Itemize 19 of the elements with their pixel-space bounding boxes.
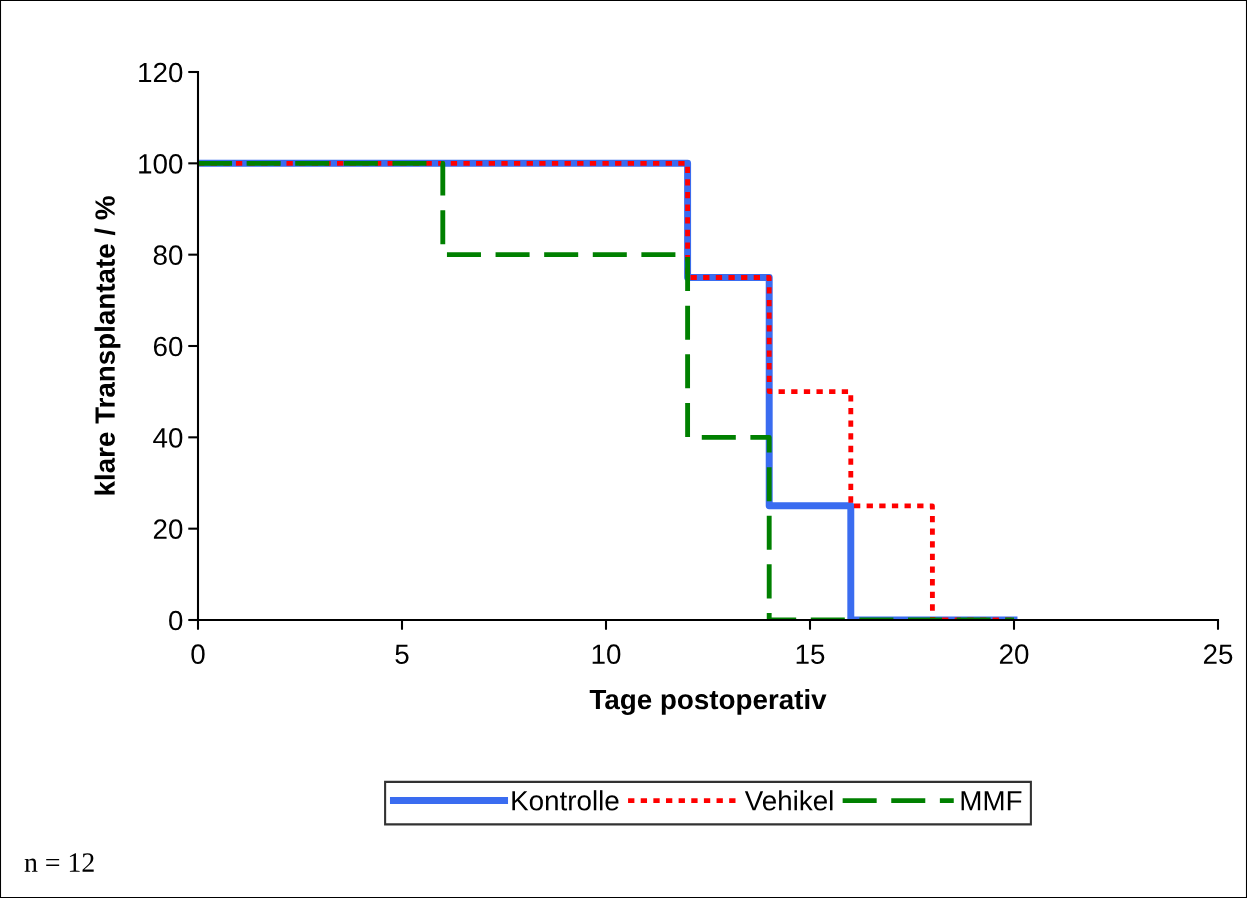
legend-label: Vehikel bbox=[744, 790, 833, 811]
legend-label: Kontrolle bbox=[512, 790, 619, 811]
text: n = 12 bbox=[24, 853, 94, 872]
y-tick-label: 0 bbox=[169, 610, 183, 631]
y-tick-label: 40 bbox=[153, 428, 183, 448]
y-tick-label: 80 bbox=[153, 245, 183, 266]
x-tick-label: 5 bbox=[395, 644, 409, 665]
x-tick-label: 25 bbox=[1203, 644, 1233, 665]
x-tick-label: 15 bbox=[796, 644, 825, 665]
y-tick-label: 100 bbox=[139, 154, 183, 174]
y-tick-label: 120 bbox=[139, 62, 183, 83]
legend-label: MMF bbox=[961, 791, 1022, 811]
x-tick-label: 0 bbox=[191, 644, 205, 665]
x-tick-label: 20 bbox=[999, 644, 1029, 665]
x-tick-label: 10 bbox=[592, 644, 621, 665]
y-axis-title: klare Transplantate / % bbox=[94, 196, 121, 495]
y-tick-label: 60 bbox=[153, 336, 183, 357]
y-tick-label: 20 bbox=[153, 519, 183, 540]
x-axis-title: Tage postoperativ bbox=[589, 688, 827, 715]
